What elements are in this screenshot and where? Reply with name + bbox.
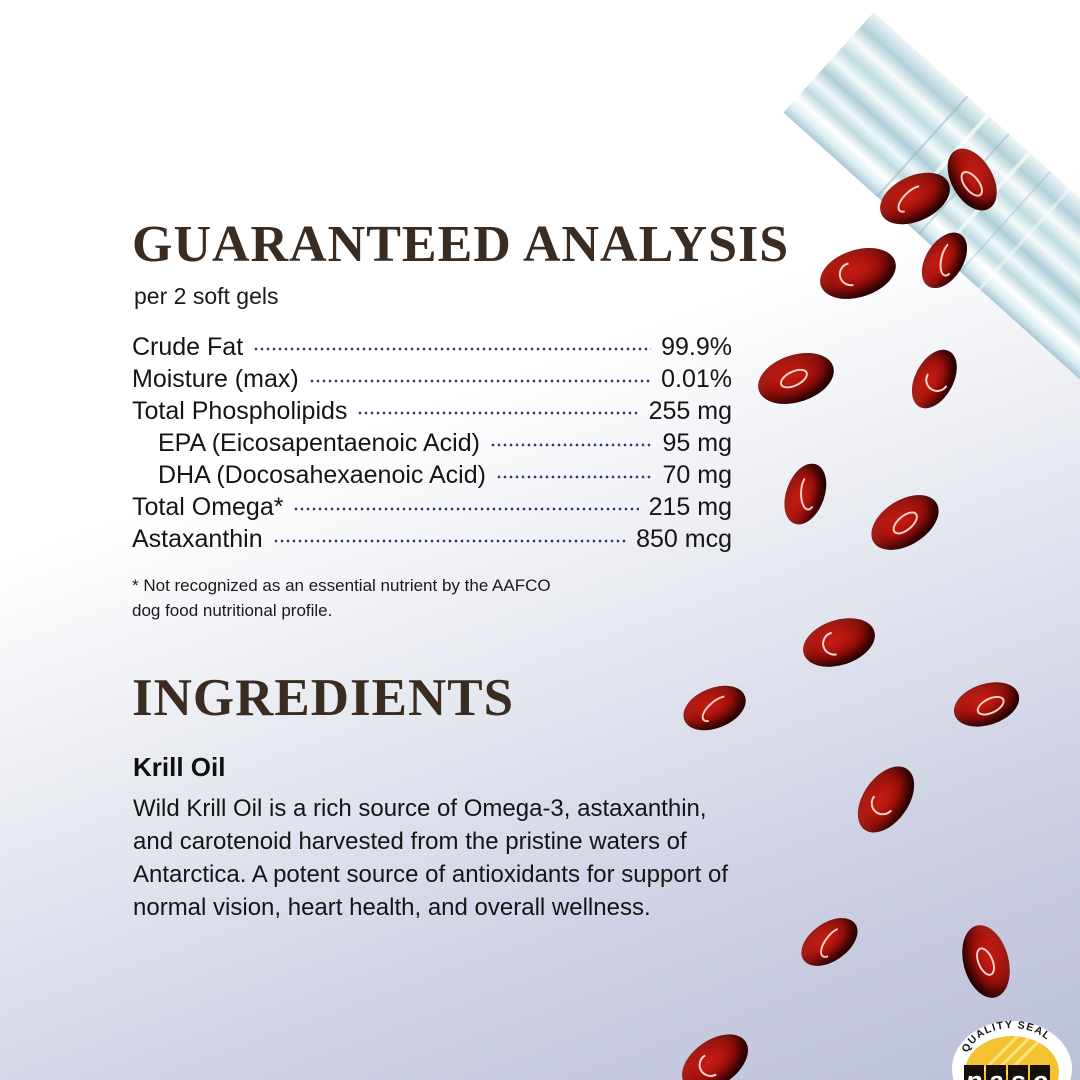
svg-text:a: a — [988, 1066, 1003, 1080]
svg-text:n: n — [966, 1066, 983, 1080]
svg-text:s: s — [1010, 1066, 1025, 1080]
svg-text:c: c — [1032, 1066, 1047, 1080]
